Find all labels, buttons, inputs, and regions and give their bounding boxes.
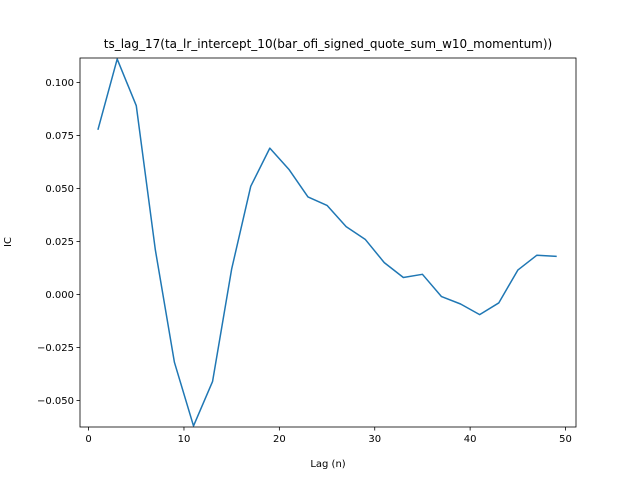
x-tick-label: 10 — [178, 434, 191, 445]
y-tick-label: 0.050 — [45, 184, 74, 195]
y-tick-label: 0.075 — [45, 131, 74, 142]
y-tick-label: −0.025 — [37, 343, 74, 354]
x-tick-label: 40 — [464, 434, 477, 445]
x-tick-label: 20 — [273, 434, 286, 445]
y-tick-label: −0.050 — [37, 396, 74, 407]
y-tick-label: 0.025 — [45, 237, 74, 248]
series-line — [97, 58, 557, 427]
y-axis-title: IC — [3, 237, 14, 247]
x-tick-label: 50 — [559, 434, 572, 445]
y-tick-label: 0.100 — [45, 78, 74, 89]
y-axis: −0.050 −0.025 0.000 0.025 0.050 0.075 0.100 — [37, 78, 80, 407]
x-tick-label: 0 — [85, 434, 91, 445]
x-axis: 0 10 20 30 40 50 — [85, 427, 572, 445]
plot-frame — [79, 57, 577, 428]
y-tick-label: 0.000 — [45, 290, 74, 301]
chart-title: ts_lag_17(ta_lr_intercept_10(bar_ofi_sig… — [104, 37, 552, 51]
plot-area — [97, 58, 557, 427]
x-axis-title: Lag (n) — [310, 459, 345, 470]
x-tick-label: 30 — [368, 434, 381, 445]
